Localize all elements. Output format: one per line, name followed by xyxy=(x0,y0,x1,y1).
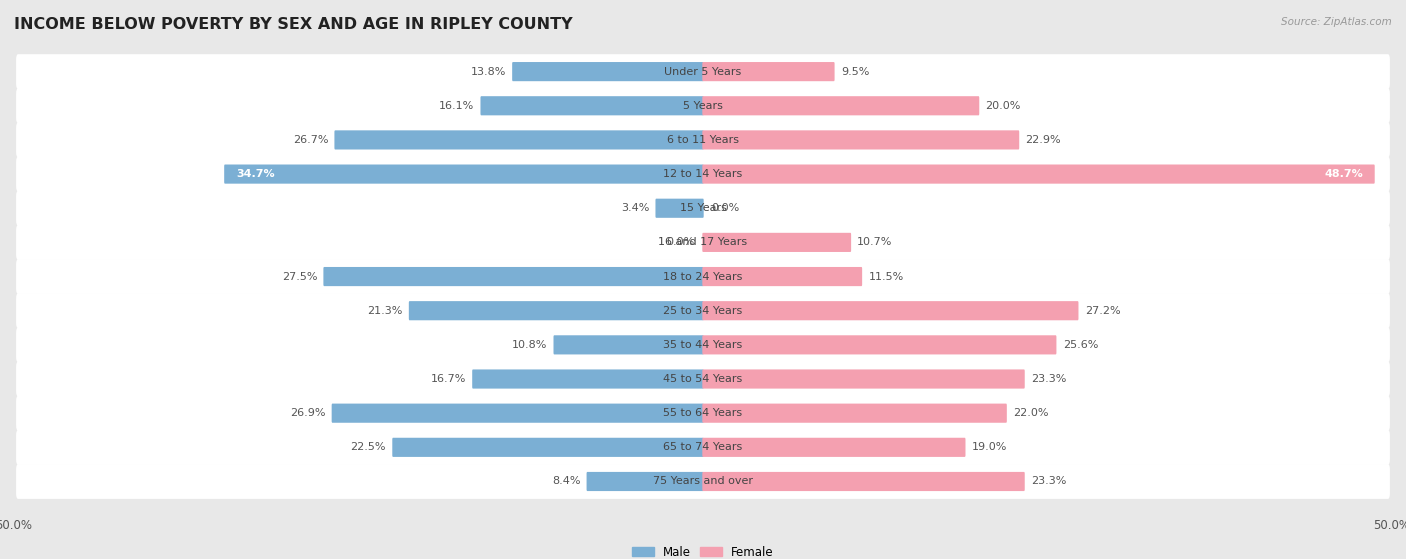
FancyBboxPatch shape xyxy=(703,335,1056,354)
Text: 16.7%: 16.7% xyxy=(430,374,465,384)
FancyBboxPatch shape xyxy=(655,198,703,218)
FancyBboxPatch shape xyxy=(409,301,703,320)
Text: 12 to 14 Years: 12 to 14 Years xyxy=(664,169,742,179)
FancyBboxPatch shape xyxy=(703,62,835,81)
Text: 48.7%: 48.7% xyxy=(1324,169,1362,179)
FancyBboxPatch shape xyxy=(703,96,979,115)
FancyBboxPatch shape xyxy=(15,396,1391,430)
Text: 9.5%: 9.5% xyxy=(841,67,869,77)
FancyBboxPatch shape xyxy=(703,301,1078,320)
Text: 27.2%: 27.2% xyxy=(1084,306,1121,316)
FancyBboxPatch shape xyxy=(703,130,1019,149)
Text: 45 to 54 Years: 45 to 54 Years xyxy=(664,374,742,384)
Text: 65 to 74 Years: 65 to 74 Years xyxy=(664,442,742,452)
Text: 23.3%: 23.3% xyxy=(1031,476,1066,486)
Text: 75 Years and over: 75 Years and over xyxy=(652,476,754,486)
FancyBboxPatch shape xyxy=(15,157,1391,192)
Text: Source: ZipAtlas.com: Source: ZipAtlas.com xyxy=(1281,17,1392,27)
Text: 20.0%: 20.0% xyxy=(986,101,1021,111)
Text: 10.8%: 10.8% xyxy=(512,340,547,350)
FancyBboxPatch shape xyxy=(323,267,703,286)
Text: 22.0%: 22.0% xyxy=(1012,408,1049,418)
Text: 0.0%: 0.0% xyxy=(711,203,740,213)
Text: 16.1%: 16.1% xyxy=(439,101,474,111)
FancyBboxPatch shape xyxy=(15,430,1391,465)
Text: 3.4%: 3.4% xyxy=(621,203,650,213)
Text: 19.0%: 19.0% xyxy=(972,442,1007,452)
Text: 6 to 11 Years: 6 to 11 Years xyxy=(666,135,740,145)
FancyBboxPatch shape xyxy=(481,96,703,115)
Text: Under 5 Years: Under 5 Years xyxy=(665,67,741,77)
Text: 18 to 24 Years: 18 to 24 Years xyxy=(664,272,742,282)
Text: 55 to 64 Years: 55 to 64 Years xyxy=(664,408,742,418)
FancyBboxPatch shape xyxy=(586,472,703,491)
Text: 26.7%: 26.7% xyxy=(292,135,328,145)
Text: 13.8%: 13.8% xyxy=(471,67,506,77)
FancyBboxPatch shape xyxy=(703,267,862,286)
Text: 21.3%: 21.3% xyxy=(367,306,402,316)
FancyBboxPatch shape xyxy=(15,328,1391,362)
FancyBboxPatch shape xyxy=(15,362,1391,396)
Text: 25 to 34 Years: 25 to 34 Years xyxy=(664,306,742,316)
FancyBboxPatch shape xyxy=(703,404,1007,423)
FancyBboxPatch shape xyxy=(15,293,1391,328)
FancyBboxPatch shape xyxy=(15,88,1391,123)
FancyBboxPatch shape xyxy=(15,54,1391,89)
FancyBboxPatch shape xyxy=(15,259,1391,294)
Text: 15 Years: 15 Years xyxy=(679,203,727,213)
FancyBboxPatch shape xyxy=(703,164,1375,184)
Text: 35 to 44 Years: 35 to 44 Years xyxy=(664,340,742,350)
Text: 10.7%: 10.7% xyxy=(858,238,893,248)
Text: 23.3%: 23.3% xyxy=(1031,374,1066,384)
FancyBboxPatch shape xyxy=(332,404,703,423)
Text: 34.7%: 34.7% xyxy=(236,169,274,179)
FancyBboxPatch shape xyxy=(15,191,1391,226)
FancyBboxPatch shape xyxy=(392,438,703,457)
FancyBboxPatch shape xyxy=(554,335,703,354)
Text: 22.9%: 22.9% xyxy=(1025,135,1062,145)
Text: 25.6%: 25.6% xyxy=(1063,340,1098,350)
Text: 0.0%: 0.0% xyxy=(666,238,695,248)
Text: 8.4%: 8.4% xyxy=(553,476,581,486)
FancyBboxPatch shape xyxy=(15,464,1391,499)
Text: 26.9%: 26.9% xyxy=(290,408,325,418)
Legend: Male, Female: Male, Female xyxy=(627,541,779,559)
FancyBboxPatch shape xyxy=(703,472,1025,491)
FancyBboxPatch shape xyxy=(335,130,703,149)
FancyBboxPatch shape xyxy=(15,225,1391,260)
Text: 11.5%: 11.5% xyxy=(869,272,904,282)
FancyBboxPatch shape xyxy=(15,122,1391,157)
FancyBboxPatch shape xyxy=(703,233,851,252)
Text: 22.5%: 22.5% xyxy=(350,442,387,452)
FancyBboxPatch shape xyxy=(703,438,966,457)
FancyBboxPatch shape xyxy=(512,62,703,81)
FancyBboxPatch shape xyxy=(224,164,703,184)
Text: 5 Years: 5 Years xyxy=(683,101,723,111)
FancyBboxPatch shape xyxy=(703,369,1025,389)
FancyBboxPatch shape xyxy=(472,369,703,389)
Text: 27.5%: 27.5% xyxy=(281,272,318,282)
Text: 16 and 17 Years: 16 and 17 Years xyxy=(658,238,748,248)
Text: INCOME BELOW POVERTY BY SEX AND AGE IN RIPLEY COUNTY: INCOME BELOW POVERTY BY SEX AND AGE IN R… xyxy=(14,17,572,32)
